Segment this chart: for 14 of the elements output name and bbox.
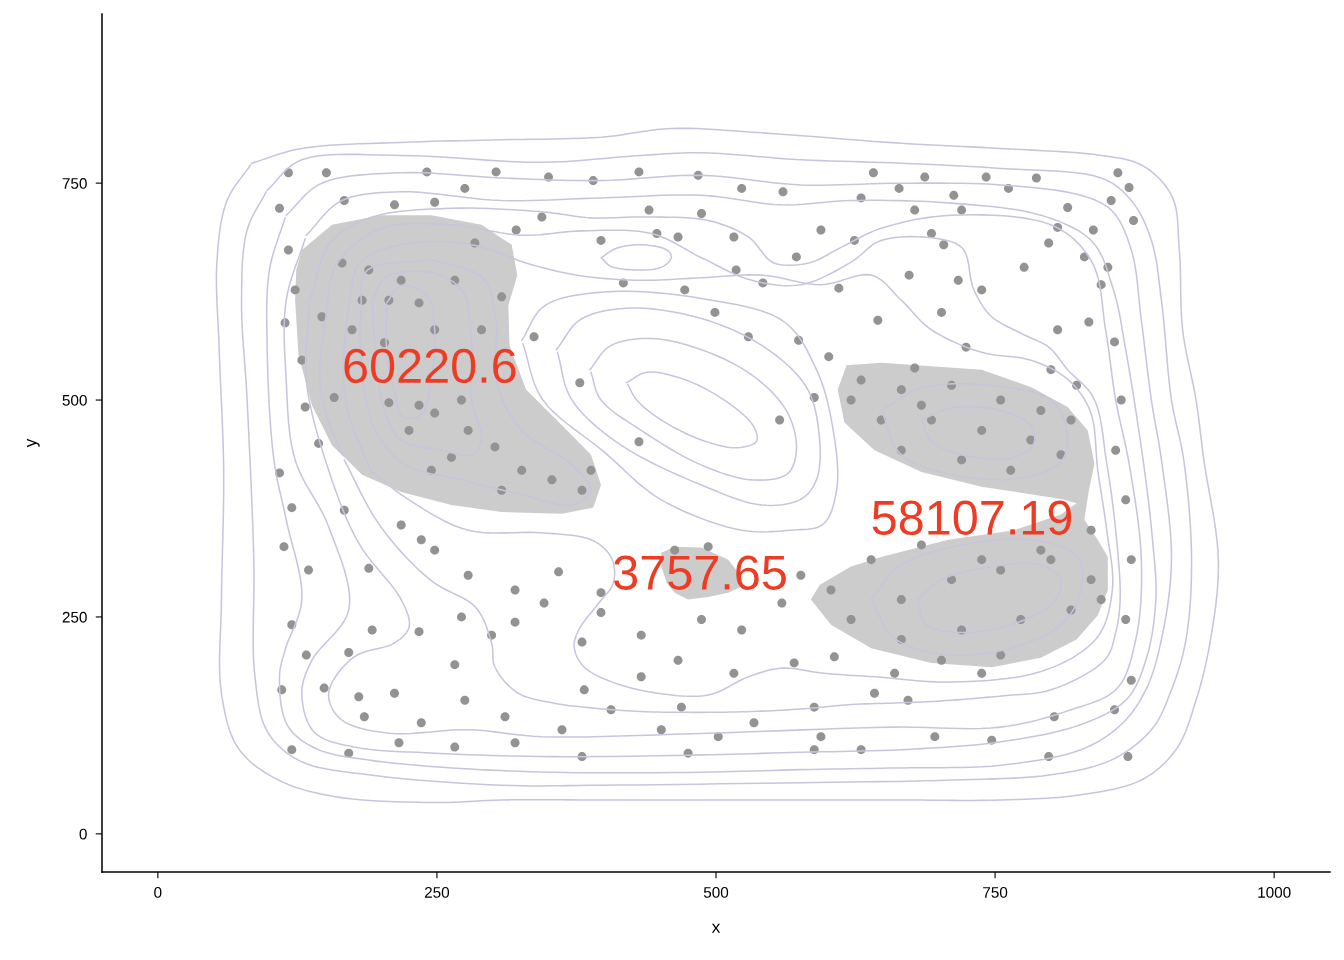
y-tick-label: 0 (79, 828, 87, 840)
y-tick-label: 750 (62, 178, 87, 189)
annotation: 60220.6 (344, 348, 516, 384)
x-tick-label: 250 (424, 886, 450, 898)
x-tick-label: 0 (154, 886, 162, 898)
y-tick-label: 500 (62, 394, 87, 406)
y-tick-label: 250 (62, 611, 87, 623)
annotation: 58107.19 (872, 500, 1072, 535)
x-tick-label: 750 (983, 886, 1008, 898)
x-axis-title: x (711, 923, 721, 933)
x-tick-label: 500 (703, 886, 729, 898)
x-tick-label: 1000 (1258, 886, 1291, 898)
y-axis-title: y (26, 438, 40, 448)
annotation: 3757.65 (614, 555, 786, 590)
